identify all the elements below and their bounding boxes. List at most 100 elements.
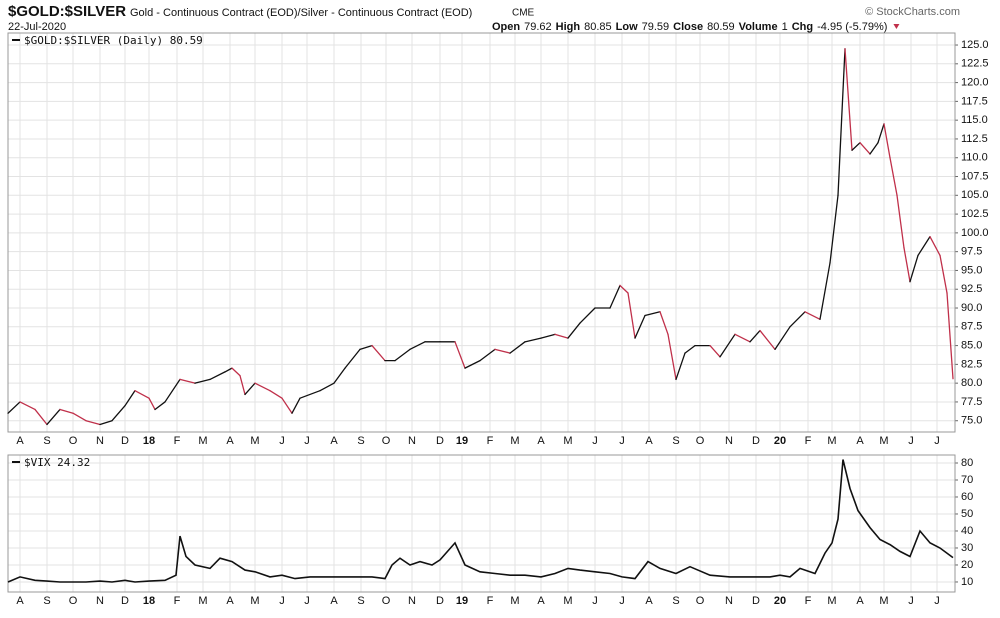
price-segment (837, 48, 846, 196)
price-segment (774, 326, 791, 350)
price-segment (859, 142, 871, 155)
quote-volume: 1 (782, 21, 788, 33)
symbol: $GOLD:$SILVER (8, 3, 126, 20)
x-tick-label: M (198, 595, 207, 607)
price-segment (454, 341, 466, 369)
x-tick-label: S (43, 595, 50, 607)
x-tick-label: S (357, 595, 364, 607)
x-tick-label: S (672, 595, 679, 607)
line (7, 459, 954, 583)
price-segment (269, 390, 283, 399)
x-tick-label: M (198, 435, 207, 447)
x-tick-label: D (121, 595, 129, 607)
x-tick-label: N (96, 435, 104, 447)
price-segment (869, 142, 879, 155)
price-segment (684, 344, 696, 354)
x-tick-label: M (510, 435, 519, 447)
price-segment (46, 408, 61, 426)
x-tick-label: F (174, 435, 181, 447)
price-segment (634, 314, 646, 339)
price-segment (554, 333, 569, 339)
x-tick-label: J (304, 595, 310, 607)
y-tick-label: 97.5 (961, 246, 982, 258)
x-tick-label: S (357, 435, 364, 447)
x-tick-label: 18 (143, 595, 155, 607)
quote-volume-label: Volume (739, 21, 778, 33)
x-tick-label: N (408, 435, 416, 447)
x-tick-label: J (934, 595, 940, 607)
price-segment (72, 412, 87, 422)
quote-open: 79.62 (524, 21, 552, 33)
x-tick-label: J (934, 435, 940, 447)
price-segment (99, 420, 113, 426)
x-tick-label: M (510, 595, 519, 607)
price-segment (644, 311, 661, 317)
x-tick-label: 18 (143, 435, 155, 447)
price-segment (609, 284, 621, 309)
price-segment (877, 123, 885, 144)
price-segment (903, 247, 911, 283)
x-tick-label: F (805, 435, 812, 447)
exchange: CME (512, 8, 535, 19)
x-tick-label: F (174, 595, 181, 607)
price-segment (883, 123, 891, 159)
price-segment (148, 397, 156, 411)
price-segment (85, 420, 101, 426)
y-tick-label: 87.5 (961, 321, 982, 333)
price-segment (524, 337, 542, 343)
x-tick-label: A (645, 435, 653, 447)
x-tick-label: 19 (456, 435, 468, 447)
x-tick-label: J (279, 435, 285, 447)
date: 22-Jul-2020 (8, 21, 66, 33)
x-tick-label: O (69, 435, 78, 447)
x-tick-label: J (592, 435, 598, 447)
y-tick-label: 115.0 (961, 114, 988, 126)
price-segment (344, 348, 361, 369)
x-tick-label: A (856, 595, 864, 607)
x-tick-label: M (827, 435, 836, 447)
price-segment (281, 397, 293, 414)
price-segment (889, 157, 898, 196)
x-tick-label: J (592, 595, 598, 607)
price-segment (291, 397, 301, 414)
x-tick-label: O (696, 435, 705, 447)
price-segment (909, 254, 919, 283)
price-segment (929, 235, 941, 257)
price-segment (719, 333, 736, 358)
x-tick-label: F (487, 435, 494, 447)
price-segment (667, 333, 677, 381)
x-tick-label: N (725, 595, 733, 607)
x-tick-label: M (827, 595, 836, 607)
y-tick-label: 60 (961, 491, 973, 503)
price-segment (254, 382, 271, 392)
price-segment (734, 333, 751, 343)
x-tick-label: J (279, 595, 285, 607)
price-segment (371, 344, 386, 362)
x-tick-label: A (330, 435, 338, 447)
x-tick-label: D (436, 435, 444, 447)
x-tick-label: F (805, 595, 812, 607)
y-tick-label: 120.0 (961, 76, 989, 88)
price-segment (209, 371, 226, 381)
y-tick-label: 117.5 (961, 95, 988, 107)
price-segment (946, 292, 954, 380)
price-segment (917, 235, 931, 257)
quote-close-label: Close (673, 21, 703, 33)
legend: $VIX 24.32 (24, 456, 90, 469)
price-segment (239, 374, 246, 396)
x-tick-label: A (330, 595, 338, 607)
price-segment (819, 262, 831, 320)
quote-low: 79.59 (642, 21, 670, 33)
x-tick-label: 20 (774, 435, 786, 447)
x-tick-label: M (879, 595, 888, 607)
y-tick-label: 10 (961, 576, 973, 588)
x-tick-label: J (619, 595, 625, 607)
price-segment (540, 333, 556, 339)
price-segment (194, 378, 211, 384)
price-segment (509, 341, 526, 354)
x-tick-label: A (856, 435, 864, 447)
x-tick-label: A (16, 595, 24, 607)
price-segment (409, 341, 426, 350)
x-tick-label: D (752, 435, 760, 447)
x-tick-label: A (226, 435, 234, 447)
